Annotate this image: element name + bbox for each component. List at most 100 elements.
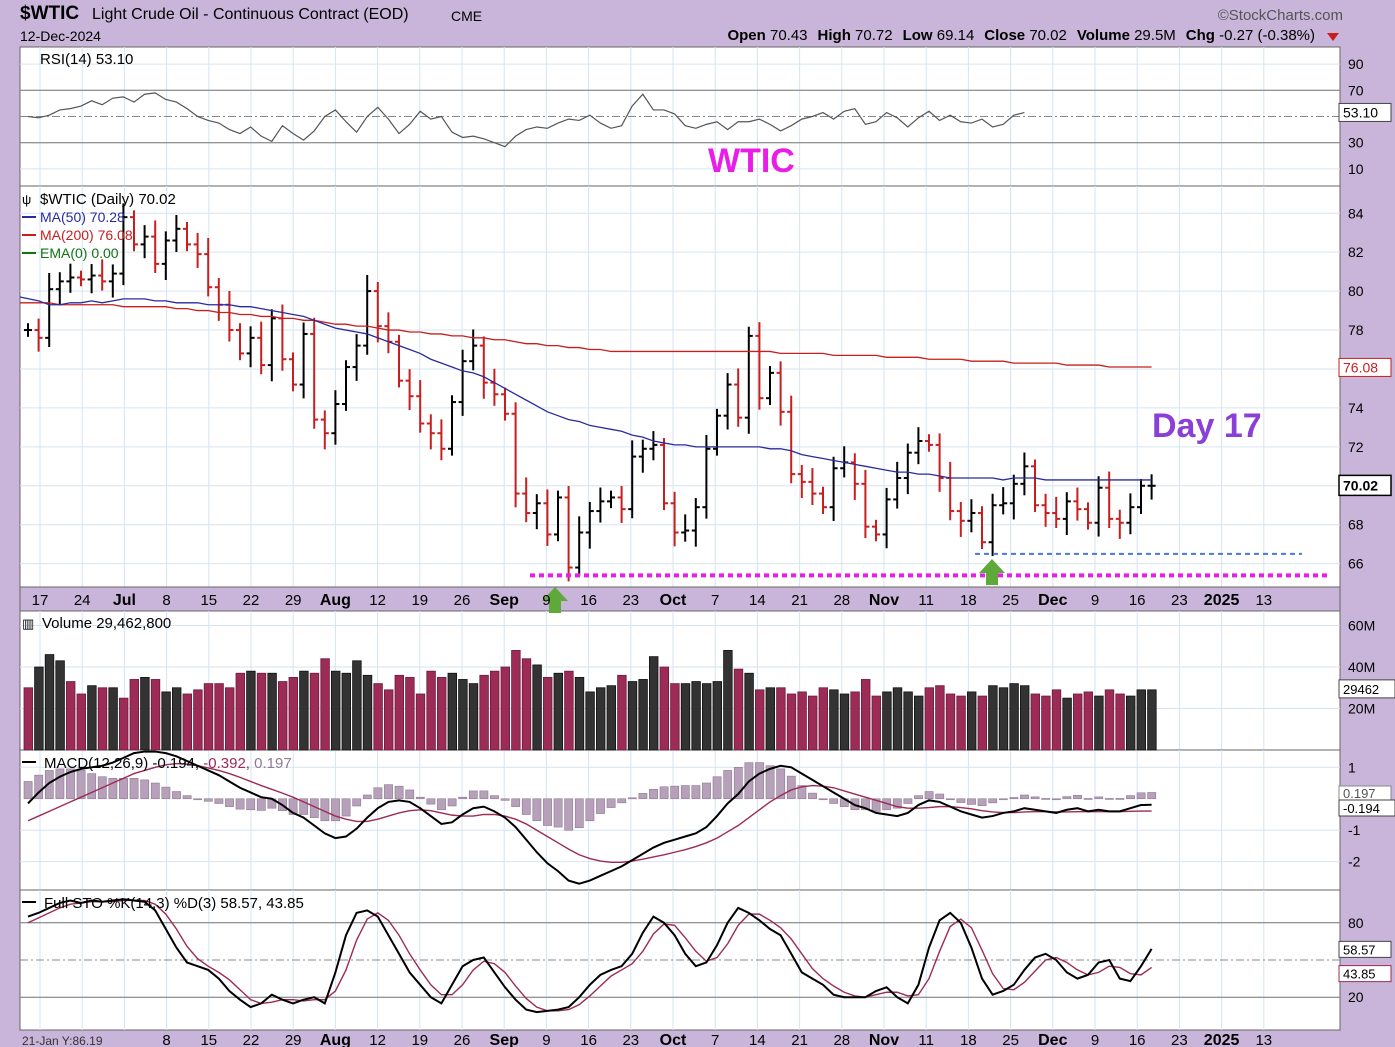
- sto-k-line: [27, 898, 1153, 1014]
- x-tick-label: 11: [918, 592, 934, 609]
- ohlc-bar: [1062, 492, 1071, 536]
- volume-bar: [288, 676, 299, 751]
- macd-signal-line: [27, 762, 1152, 864]
- volume-bar: [1009, 683, 1019, 751]
- volume-bar: [140, 676, 150, 751]
- macd-hist-bar: [214, 798, 224, 804]
- macd-hist-bar: [437, 798, 446, 811]
- macd-hist-bar: [585, 798, 595, 822]
- volume-bar: [87, 685, 97, 751]
- ohlc-bar: [882, 487, 891, 549]
- macd-hist-bar: [988, 798, 998, 804]
- macd-hist-bar: [193, 798, 203, 801]
- x-tick-label: 15: [200, 592, 217, 609]
- x-tick-label-bottom: Dec: [1038, 1032, 1067, 1047]
- ohlc-bar: [532, 494, 541, 530]
- price-panel-label: $WTIC (Daily) 70.02: [40, 191, 176, 208]
- volume-bar: [426, 670, 436, 751]
- macd-hist-bar: [723, 770, 733, 800]
- x-tick-label: 28: [833, 592, 850, 609]
- ohlc-bar: [299, 322, 308, 399]
- macd-hist-bar: [1030, 796, 1040, 800]
- ohlc-bar: [935, 433, 944, 492]
- volume-bar: [765, 687, 776, 751]
- volume-bar: [861, 679, 871, 751]
- x-tick-label: 9: [542, 592, 550, 609]
- x-tick-label-bottom: 26: [454, 1032, 471, 1047]
- ohlc-bar: [130, 210, 138, 252]
- volume-bar: [755, 689, 765, 751]
- ohlc-bar: [776, 361, 785, 426]
- macd-hist-bar: [119, 778, 128, 800]
- volume-bar: [330, 670, 341, 751]
- x-tick-label: 22: [243, 592, 260, 609]
- ohlc-bar: [797, 464, 806, 499]
- macd-hist-bar: [129, 778, 139, 800]
- ohlc-bar: [628, 440, 637, 519]
- x-tick-label: 16: [580, 592, 597, 609]
- quote-label: Open: [727, 27, 770, 44]
- volume-value-label: 29462: [1343, 682, 1379, 697]
- macd-label: MACD(12,26,9) -0.194, -0.392, 0.197: [44, 755, 292, 772]
- ohlc-bar: [161, 231, 170, 281]
- y-tick-label: 80: [1348, 283, 1364, 299]
- ohlc-bar: [1041, 493, 1050, 527]
- ohlc-bar: [1031, 459, 1039, 513]
- x-tick-label-bottom: Nov: [869, 1032, 899, 1047]
- y-tick-label: 72: [1348, 439, 1364, 455]
- ohlc-bar: [564, 485, 573, 582]
- quote-value: 69.14: [936, 27, 975, 44]
- macd-hist-bar: [182, 795, 192, 800]
- macd-hist-bar: [945, 798, 955, 801]
- sto-d-box: [1338, 965, 1392, 983]
- macd-value-label: -0.194: [1343, 801, 1380, 816]
- volume-bar: [532, 664, 542, 751]
- volume-bar: [998, 687, 1009, 751]
- macd-hist-bar: [1062, 796, 1072, 800]
- volume-bar: [786, 693, 797, 751]
- volume-bar: [108, 687, 118, 751]
- volume-bar: [744, 672, 754, 751]
- volume-bar: [733, 668, 744, 751]
- ohlc-bar: [479, 336, 488, 399]
- ohlc-bar: [872, 519, 880, 542]
- ohlc-bar: [734, 368, 743, 427]
- sto-k-box: [1338, 940, 1392, 958]
- volume-bar: [150, 679, 161, 751]
- x-tick-label-bottom: 25: [1002, 1032, 1019, 1047]
- ohlc-bar: [1020, 452, 1029, 496]
- ohlc-bar: [437, 419, 446, 461]
- macd-hist-bar: [861, 798, 870, 811]
- y-tick-label: 90: [1348, 56, 1364, 72]
- instrument-name: Light Crude Oil - Continuous Contract (E…: [92, 6, 409, 23]
- macd-hist-bar: [691, 785, 701, 800]
- x-tick-label-bottom: Oct: [660, 1032, 687, 1047]
- macd-hist-bar: [288, 798, 298, 815]
- macd-hist-bar: [500, 798, 510, 801]
- volume-bar: [44, 654, 55, 751]
- macd-hist-bar: [299, 798, 309, 815]
- y-tick-label: -1: [1348, 822, 1361, 838]
- x-tick-label-bottom: 2025: [1204, 1032, 1240, 1047]
- volume-bar: [309, 672, 320, 751]
- ohlc-bar: [119, 203, 128, 286]
- macd-hist-bar: [1094, 796, 1104, 800]
- ohlc-bar: [702, 434, 711, 519]
- ohlc-bar: [1009, 474, 1018, 520]
- macd-hist-bar: [511, 798, 521, 807]
- ohlc-bar: [522, 477, 531, 523]
- y-tick-label: 78: [1348, 322, 1364, 338]
- ohlc-bar: [956, 501, 965, 537]
- macd-hist-bar: [87, 773, 97, 800]
- volume-bar: [935, 685, 945, 751]
- sto-d-line: [27, 899, 1153, 1012]
- volume-bar: [479, 674, 489, 751]
- ohlc-bar: [395, 334, 403, 388]
- volume-bar: [839, 693, 850, 751]
- macd-label-part: MACD(12,26,9) -0.194,: [44, 755, 203, 772]
- ohlc-bar: [1115, 509, 1124, 539]
- volume-bar: [362, 674, 373, 751]
- quote-label: Chg: [1185, 27, 1220, 44]
- ohlc-bar: [829, 456, 838, 522]
